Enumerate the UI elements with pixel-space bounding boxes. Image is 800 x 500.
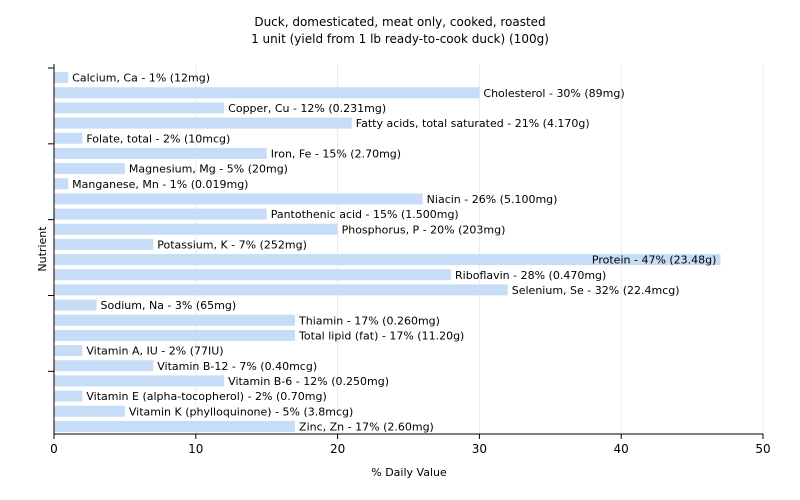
- bar: [54, 284, 508, 296]
- bar-label: Total lipid (fat) - 17% (11.20g): [298, 329, 464, 342]
- x-tick-label: 50: [755, 442, 770, 456]
- bar: [54, 102, 225, 114]
- bar-label: Folate, total - 2% (10mcg): [86, 132, 230, 145]
- bar-label: Riboflavin - 28% (0.470mg): [455, 269, 606, 282]
- bar-label: Vitamin A, IU - 2% (77IU): [86, 345, 223, 358]
- x-tick-label: 30: [472, 442, 487, 456]
- bar: [54, 193, 423, 205]
- x-tick-label: 40: [614, 442, 629, 456]
- axes: 0 10 20 30 40 50: [48, 64, 771, 456]
- x-tick-label: 10: [188, 442, 203, 456]
- bar-label: Vitamin K (phylloquinone) - 5% (3.8mcg): [129, 405, 353, 418]
- bars: [54, 72, 721, 432]
- bar-label: Copper, Cu - 12% (0.231mg): [228, 102, 386, 115]
- bar-label: Vitamin B-6 - 12% (0.250mg): [228, 375, 389, 388]
- bar: [54, 360, 154, 372]
- bar: [54, 345, 83, 357]
- bar: [54, 163, 125, 175]
- chart-title: Duck, domesticated, meat only, cooked, r…: [254, 15, 546, 29]
- bar: [54, 405, 125, 417]
- bar: [54, 375, 225, 387]
- bar: [54, 329, 296, 341]
- bar-label: Protein - 47% (23.48g): [592, 254, 717, 267]
- bar: [54, 238, 154, 250]
- bar: [54, 390, 83, 402]
- bar: [54, 72, 69, 84]
- x-tick-label: 0: [50, 442, 58, 456]
- bar-label: Calcium, Ca - 1% (12mg): [72, 72, 210, 85]
- x-tick-label: 20: [330, 442, 345, 456]
- bar-label: Iron, Fe - 15% (2.70mg): [271, 147, 401, 160]
- bar-label: Vitamin E (alpha-tocopherol) - 2% (0.70m…: [86, 390, 326, 403]
- x-axis-title: % Daily Value: [371, 466, 447, 479]
- bar: [54, 223, 338, 235]
- bar: [54, 87, 480, 99]
- bar-label: Fatty acids, total saturated - 21% (4.17…: [356, 117, 590, 130]
- chart-subtitle: 1 unit (yield from 1 lb ready-to-cook du…: [251, 32, 549, 46]
- bar: [54, 117, 352, 129]
- y-axis-title: Nutrient: [36, 226, 49, 272]
- bar: [54, 132, 83, 144]
- bar-label: Thiamin - 17% (0.260mg): [298, 314, 440, 327]
- bar-label: Niacin - 26% (5.100mg): [427, 193, 558, 206]
- bar-label: Phosphorus, P - 20% (203mg): [342, 223, 506, 236]
- bar: [54, 178, 69, 190]
- bar-label: Potassium, K - 7% (252mg): [157, 238, 307, 251]
- bar-label: Cholesterol - 30% (89mg): [483, 87, 624, 100]
- bar-labels: Calcium, Ca - 1% (12mg) Cholesterol - 30%…: [72, 72, 716, 434]
- bar: [54, 314, 296, 326]
- bar: [54, 420, 296, 432]
- bar-label: Vitamin B-12 - 7% (0.40mcg): [157, 360, 317, 373]
- bar-label: Manganese, Mn - 1% (0.019mg): [72, 178, 248, 191]
- bar: [54, 147, 267, 159]
- bar: [54, 254, 721, 266]
- chart-title-block: Duck, domesticated, meat only, cooked, r…: [0, 14, 800, 48]
- bar-label: Pantothenic acid - 15% (1.500mg): [271, 208, 459, 221]
- bar-label: Magnesium, Mg - 5% (20mg): [129, 163, 288, 176]
- bar: [54, 269, 452, 281]
- bar-label: Zinc, Zn - 17% (2.60mg): [299, 420, 434, 433]
- bar-label: Selenium, Se - 32% (22.4mcg): [512, 284, 680, 297]
- bar: [54, 208, 267, 220]
- bar: [54, 299, 97, 311]
- bar-label: Sodium, Na - 3% (65mg): [101, 299, 237, 312]
